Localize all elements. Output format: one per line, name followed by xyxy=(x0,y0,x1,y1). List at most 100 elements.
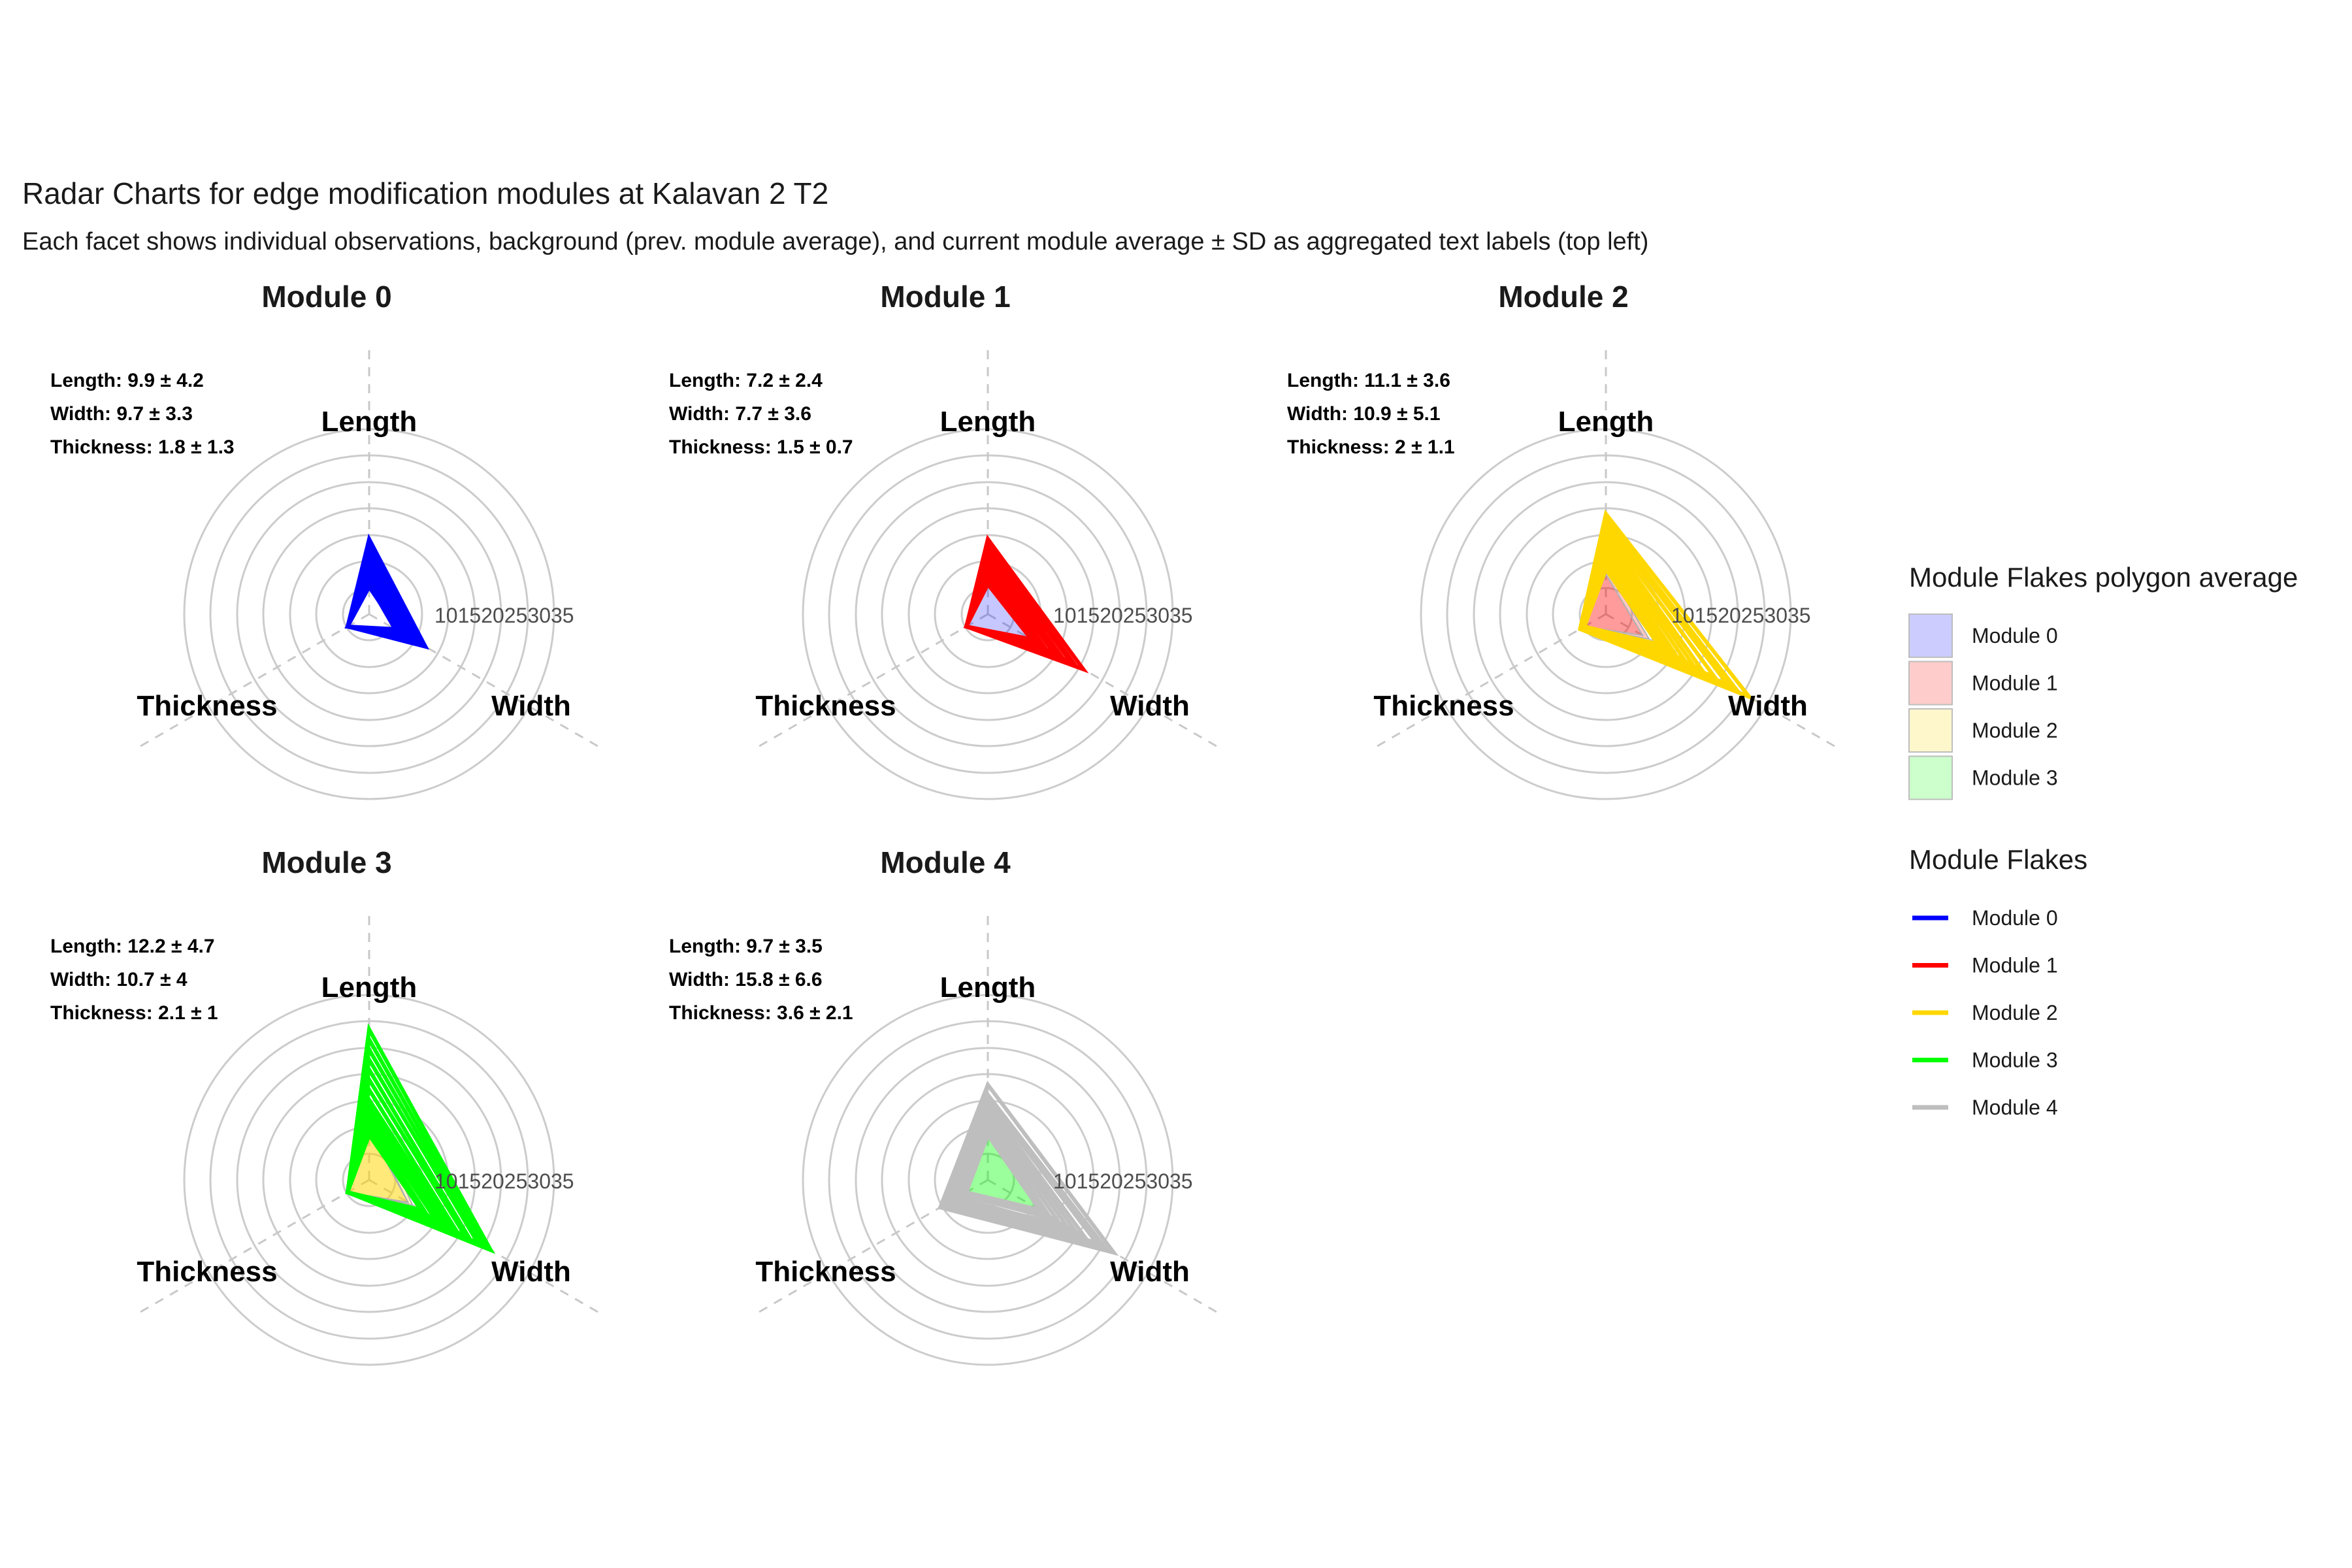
grid-ring xyxy=(907,534,1068,694)
grid-ring xyxy=(183,994,555,1366)
radial-tick-label: 10 xyxy=(1671,604,1695,627)
legend-entry-label: Module 3 xyxy=(1972,1049,2058,1072)
axis-label-length: Length xyxy=(321,406,417,438)
axis-spoke-width xyxy=(368,1179,602,1315)
axis-label-width: Width xyxy=(1110,690,1190,722)
stat-label: Thickness: 2 ± 1.1 xyxy=(1287,436,1455,458)
axis-spoke-thickness xyxy=(137,613,370,749)
grid-ring xyxy=(1473,481,1739,747)
radial-tick-label: 25 xyxy=(1741,604,1765,627)
legend-key-fill xyxy=(1908,661,1953,706)
stat-label: Thickness: 3.6 ± 2.1 xyxy=(669,1002,853,1024)
radial-tick-label: 35 xyxy=(551,1169,574,1193)
grid-ring xyxy=(1420,428,1792,800)
radial-tick-label: 15 xyxy=(1695,604,1718,627)
grid-ring xyxy=(855,1047,1121,1313)
radial-tick-labels: 10 15 20 25 30 35 xyxy=(1053,1169,1193,1193)
chart-title: Radar Charts for edge modification modul… xyxy=(22,176,828,210)
radial-tick-label: 25 xyxy=(504,604,528,627)
facet-title: Module 2 xyxy=(1498,280,1628,314)
stat-label: Width: 9.7 ± 3.3 xyxy=(50,403,193,425)
observation-polygon xyxy=(950,1111,1071,1228)
stat-label: Thickness: 2.1 ± 1 xyxy=(50,1002,218,1024)
radial-tick-label: 25 xyxy=(1123,604,1147,627)
legend-entry-label: Module 1 xyxy=(1972,954,2058,977)
observation-polygon xyxy=(344,583,404,634)
axis-label-thickness: Thickness xyxy=(755,1256,896,1288)
legend-entry-label: Module 4 xyxy=(1972,1096,2058,1119)
axis-spoke-width xyxy=(987,613,1220,749)
axis-label-width: Width xyxy=(491,1256,571,1288)
observation-polygon xyxy=(964,1130,1045,1213)
legend-module-flakes: Module Flakes Module 0 Module 1 Module 2 Mod… xyxy=(1909,844,2087,1119)
radial-tick-label: 30 xyxy=(1764,604,1788,627)
observation-polygon xyxy=(946,1096,1102,1247)
legend-title: Module Flakes xyxy=(1909,844,2087,875)
grid-ring xyxy=(236,481,502,747)
axis-spoke-width xyxy=(368,613,602,749)
radial-tick-label: 15 xyxy=(1077,1169,1100,1193)
axis-label-thickness: Thickness xyxy=(137,690,277,722)
grid-ring xyxy=(183,428,555,800)
radial-tick-label: 25 xyxy=(1123,1169,1147,1193)
observation-polygon xyxy=(1582,564,1663,647)
chart-subtitle: Each facet shows individual observations… xyxy=(22,228,1648,255)
axis-spoke-width xyxy=(987,1179,1220,1315)
axis-label-length: Length xyxy=(1558,406,1654,438)
axis-label-thickness: Thickness xyxy=(137,1256,277,1288)
radial-tick-labels: 10 15 20 25 30 35 xyxy=(434,604,574,627)
axis-spoke-thickness xyxy=(137,1179,370,1315)
axis-label-width: Width xyxy=(491,690,571,722)
radial-tick-label: 10 xyxy=(1053,1169,1077,1193)
axis-label-width: Width xyxy=(1110,1256,1190,1288)
stat-label: Length: 11.1 ± 3.6 xyxy=(1287,370,1450,391)
radial-tick-label: 15 xyxy=(458,1169,482,1193)
axis-label-width: Width xyxy=(1728,690,1808,722)
legend-key-fill xyxy=(1908,708,1953,753)
radial-tick-label: 25 xyxy=(504,1169,528,1193)
observation-polygon xyxy=(938,1081,1119,1256)
axis-label-thickness: Thickness xyxy=(1373,690,1514,722)
facet-module-1: Module 1 10 15 20 25 30 35 Length Width Thickness… xyxy=(669,280,1220,800)
radial-tick-label: 20 xyxy=(1718,604,1741,627)
radial-tick-label: 10 xyxy=(434,1169,458,1193)
axis-spoke-width xyxy=(1605,613,1838,749)
facet-module-2: Module 2 10 15 20 25 30 35 Length Width Thickness… xyxy=(1287,280,1838,800)
stat-label: Width: 10.9 ± 5.1 xyxy=(1287,403,1441,425)
observation-polygon xyxy=(345,1130,426,1213)
radial-tick-labels: 10 15 20 25 30 35 xyxy=(1671,604,1811,627)
radial-tick-label: 35 xyxy=(1169,604,1193,627)
radial-tick-label: 15 xyxy=(458,604,482,627)
axis-spoke-thickness xyxy=(755,1179,988,1315)
stat-label: Thickness: 1.5 ± 0.7 xyxy=(669,436,853,458)
stat-label: Length: 9.7 ± 3.5 xyxy=(669,936,823,957)
radial-tick-label: 30 xyxy=(1146,1169,1169,1193)
axis-spoke-thickness xyxy=(1373,613,1607,749)
facet-module-0: Module 0 10 15 20 25 30 35 Length Width Thickness… xyxy=(50,280,602,800)
radial-tick-label: 35 xyxy=(1788,604,1811,627)
observation-polygon xyxy=(1577,509,1756,702)
radial-tick-label: 35 xyxy=(1169,1169,1193,1193)
stat-label: Width: 15.8 ± 6.6 xyxy=(669,969,823,990)
radial-tick-label: 30 xyxy=(1146,604,1169,627)
radial-tick-label: 35 xyxy=(551,604,574,627)
radial-tick-label: 20 xyxy=(1100,1169,1123,1193)
radial-tick-label: 20 xyxy=(481,1169,504,1193)
radial-tick-labels: 10 15 20 25 30 35 xyxy=(1053,604,1193,627)
legend-entry-label: Module 2 xyxy=(1972,1001,2058,1024)
observation-polygon xyxy=(959,1115,1062,1224)
radial-tick-label: 15 xyxy=(1077,604,1100,627)
facet-module-4: Module 4 10 15 20 25 30 35 Length Width Thickness… xyxy=(669,845,1220,1366)
stat-label: Thickness: 1.8 ± 1.3 xyxy=(50,436,235,458)
legend-key-fill xyxy=(1908,755,1953,800)
legend-entry-label: Module 2 xyxy=(1972,719,2058,742)
axis-label-length: Length xyxy=(321,972,417,1004)
facet-module-3: Module 3 10 15 20 25 30 35 Length Width Thickness… xyxy=(50,845,602,1366)
radial-tick-label: 10 xyxy=(434,604,458,627)
grid-ring xyxy=(855,481,1121,747)
stat-label: Length: 12.2 ± 4.7 xyxy=(50,936,215,957)
axis-label-thickness: Thickness xyxy=(755,690,896,722)
radial-tick-label: 10 xyxy=(1053,604,1077,627)
